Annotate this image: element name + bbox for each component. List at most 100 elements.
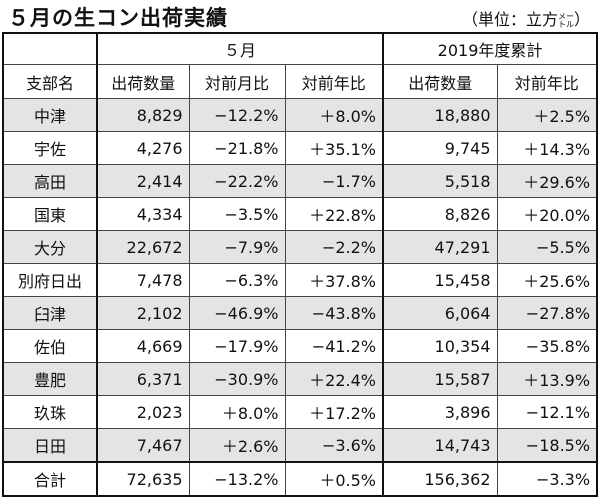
ytd-shipments-cell: 6,064 [382,296,498,330]
ytd-yoy-cell: ＋13.9% [496,362,598,396]
header-mom: 対前月比 [188,64,286,99]
ytd-yoy-cell: ＋14.3% [496,131,598,165]
shipments-table: ５月 2019年度累計 支部名 出荷数量 対前月比 対前年比 出荷数量 対前年比… [2,32,599,497]
ytd-shipments-cell: 5,518 [382,164,498,198]
mom-cell: −6.3% [188,263,286,297]
header-ytd-yoy: 対前年比 [496,64,598,99]
branch-name: 日田 [2,428,98,463]
ytd-shipments-cell: 15,587 [382,362,498,396]
branch-name: 中津 [2,98,98,132]
header-branch: 支部名 [2,64,98,99]
shipments-cell: 8,829 [96,98,190,132]
ytd-yoy-cell: −35.8% [496,329,598,363]
total-mom: −13.2% [188,461,286,497]
table-row: 豊肥 6,371 −30.9% ＋22.4% 15,587 ＋13.9% [2,362,598,396]
ytd-yoy-cell: ＋20.0% [496,197,598,231]
table-row: 大分 22,672 −7.9% −2.2% 47,291 −5.5% [2,230,598,264]
shipments-cell: 4,669 [96,329,190,363]
yoy-cell: −41.2% [284,329,385,363]
mom-cell: ＋2.6% [188,428,286,463]
ytd-yoy-cell: ＋25.6% [496,263,598,297]
ytd-shipments-cell: 14,743 [382,428,498,463]
ytd-shipments-cell: 47,291 [382,230,498,264]
page-title: ５月の生コン出荷実績 [8,6,228,30]
branch-name: 国東 [2,197,98,231]
total-shipments: 72,635 [96,461,190,497]
shipments-cell: 4,276 [96,131,190,165]
branch-name: 高田 [2,164,98,198]
mom-cell: −7.9% [188,230,286,264]
table-row: 玖珠 2,023 ＋8.0% ＋17.2% 3,896 −12.1% [2,395,598,429]
ytd-yoy-cell: ＋2.5% [496,98,598,132]
unit-small-text: メー トル [557,11,574,29]
header-ytd-shipments: 出荷数量 [382,64,498,99]
table-row: 別府日出 7,478 −6.3% ＋37.8% 15,458 ＋25.6% [2,263,598,297]
yoy-cell: −43.8% [284,296,385,330]
header-columns-row: 支部名 出荷数量 対前月比 対前年比 出荷数量 対前年比 [2,64,598,99]
shipments-cell: 22,672 [96,230,190,264]
yoy-cell: ＋8.0% [284,98,385,132]
ytd-shipments-cell: 18,880 [382,98,498,132]
ytd-shipments-cell: 10,354 [382,329,498,363]
total-yoy: ＋0.5% [284,461,385,497]
mom-cell: −12.2% [188,98,286,132]
shipments-cell: 4,334 [96,197,190,231]
table-row: 佐伯 4,669 −17.9% −41.2% 10,354 −35.8% [2,329,598,363]
ytd-shipments-cell: 3,896 [382,395,498,429]
unit-note: （単位：立方メー トル） [462,6,590,30]
yoy-cell: ＋17.2% [284,395,385,429]
yoy-cell: −3.6% [284,428,385,463]
ytd-shipments-cell: 9,745 [382,131,498,165]
yoy-cell: ＋37.8% [284,263,385,297]
mom-cell: −17.9% [188,329,286,363]
header-group-ytd: 2019年度累計 [382,32,598,65]
ytd-yoy-cell: −12.1% [496,395,598,429]
yoy-cell: ＋35.1% [284,131,385,165]
unit-small-top: メー [557,11,574,21]
mom-cell: ＋8.0% [188,395,286,429]
mom-cell: −21.8% [188,131,286,165]
total-ytd-yoy: −3.3% [496,461,598,497]
shipments-cell: 2,102 [96,296,190,330]
branch-name: 大分 [2,230,98,264]
table-row: 宇佐 4,276 −21.8% ＋35.1% 9,745 ＋14.3% [2,131,598,165]
table-row: 臼津 2,102 −46.9% −43.8% 6,064 −27.8% [2,296,598,330]
mom-cell: −46.9% [188,296,286,330]
unit-small-bottom: トル [557,19,574,29]
unit-suffix: ） [573,10,590,29]
yoy-cell: ＋22.4% [284,362,385,396]
mom-cell: −30.9% [188,362,286,396]
shipments-cell: 2,023 [96,395,190,429]
yoy-cell: −1.7% [284,164,385,198]
shipments-cell: 2,414 [96,164,190,198]
table-row: 日田 7,467 ＋2.6% −3.6% 14,743 −18.5% [2,428,598,463]
branch-name: 豊肥 [2,362,98,396]
ytd-yoy-cell: −5.5% [496,230,598,264]
yoy-cell: ＋22.8% [284,197,385,231]
ytd-shipments-cell: 15,458 [382,263,498,297]
table-row: 国東 4,334 −3.5% ＋22.8% 8,826 ＋20.0% [2,197,598,231]
header-group-row: ５月 2019年度累計 [2,32,598,65]
total-row: 合計 72,635 −13.2% ＋0.5% 156,362 −3.3% [2,461,598,497]
total-label: 合計 [2,461,98,497]
header-yoy: 対前年比 [284,64,385,99]
header-blank [2,32,98,65]
mom-cell: −22.2% [188,164,286,198]
branch-name: 臼津 [2,296,98,330]
total-ytd-shipments: 156,362 [382,461,498,497]
ytd-yoy-cell: ＋29.6% [496,164,598,198]
ytd-yoy-cell: −18.5% [496,428,598,463]
ytd-shipments-cell: 8,826 [382,197,498,231]
header-group-month: ５月 [96,32,385,65]
ytd-yoy-cell: −27.8% [496,296,598,330]
unit-prefix: （単位：立方 [461,10,558,29]
yoy-cell: −2.2% [284,230,385,264]
mom-cell: −3.5% [188,197,286,231]
branch-name: 佐伯 [2,329,98,363]
table-row: 高田 2,414 −22.2% −1.7% 5,518 ＋29.6% [2,164,598,198]
branch-name: 宇佐 [2,131,98,165]
shipments-cell: 7,467 [96,428,190,463]
branch-name: 別府日出 [2,263,98,297]
branch-name: 玖珠 [2,395,98,429]
